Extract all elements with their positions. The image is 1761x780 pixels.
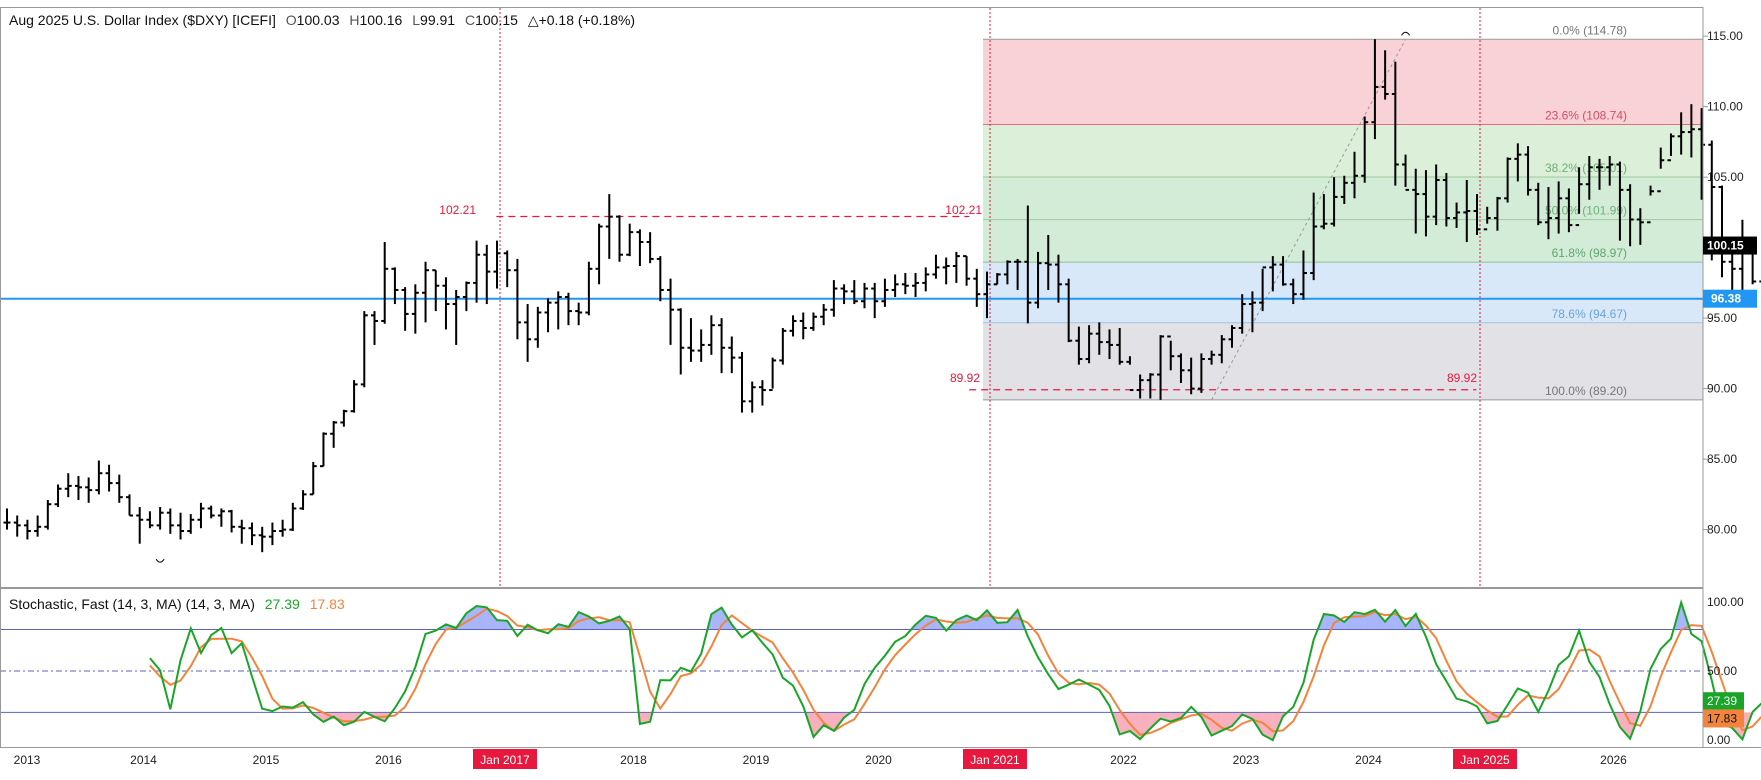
high-value: 100.16 [360,12,403,28]
x-tick-label: 2015 [253,753,280,767]
stochastic-legend: Stochastic, Fast (14, 3, MA) (14, 3, MA)… [9,596,345,612]
stochastic-d-value: 17.83 [310,596,345,612]
open-label: O [286,12,297,28]
x-tick-label: 2019 [743,753,770,767]
x-tick-label: 2024 [1355,753,1382,767]
annotation-label: 102.21 [945,203,982,217]
stochastic-tick-label: 100.00 [1707,595,1744,609]
price-tick-label: 105.00 [1707,170,1744,184]
x-tick-label: 2016 [375,753,402,767]
stochastic-name: Stochastic, Fast (14, 3, MA) (14, 3, MA) [9,596,255,612]
price-tick-label: 110.00 [1707,100,1743,114]
d-last-label: 17.83 [1707,711,1737,725]
annotation-label: 89.92 [1447,371,1477,385]
x-tick-label: Jan 2021 [970,753,1020,767]
close-value: 100.15 [475,12,518,28]
x-tick-label: 2020 [865,753,892,767]
fib-level-label: 50.0% (101.99) [1545,204,1627,218]
x-tick-label: 2018 [620,753,647,767]
fib-level-label: 0.0% (114.78) [1553,23,1628,37]
high-label: H [349,12,359,28]
price-legend: Aug 2025 U.S. Dollar Index ($DXY) [ICEFI… [9,12,635,28]
stochastic-tick-label: 50.00 [1707,664,1737,678]
fib-level-label: 61.8% (98.97) [1552,246,1627,260]
price-tick-label: 90.00 [1707,382,1737,396]
open-value: 100.03 [297,12,340,28]
last-price-label: 100.15 [1707,239,1744,253]
chart-title: Aug 2025 U.S. Dollar Index ($DXY) [ICEFI… [9,12,276,28]
annotation-label: 102.21 [439,203,476,217]
fibonacci-zones: 0.0% (114.78) 23.6% (108.74) 38.2% (105.01… [983,23,1703,400]
svg-text:Stochastic, Fast (14, 3, MA): Stochastic, Fast (14, 3, MA) (14, 3, MA)… [9,596,345,612]
low-value: 99.91 [420,12,455,28]
x-tick-label: 2026 [1600,753,1627,767]
k-last-label: 27.39 [1707,694,1737,708]
x-tick-label: 2014 [130,753,157,767]
price-tick-label: 80.00 [1707,523,1737,537]
fib-level-label: 100.0% (89.20) [1545,384,1627,398]
x-tick-label: 2013 [14,753,41,767]
x-tick-label: Jan 2025 [1460,753,1510,767]
x-tick-label: 2023 [1233,753,1260,767]
stochastic-tick-label: 0.00 [1707,733,1731,747]
support-label: 96.38 [1711,292,1741,306]
fib-level-label: 38.2% (105.01) [1545,161,1627,175]
low-label: L [412,12,420,28]
fib-level-label: 23.6% (108.74) [1545,108,1627,122]
price-tick-label: 85.00 [1707,452,1737,466]
change-value: △+0.18 (+0.18%) [528,12,635,28]
fib-level-label: 78.6% (94.67) [1552,307,1627,321]
annotation-label: 89.92 [950,371,980,385]
stochastic-k-value: 27.39 [265,596,300,612]
close-label: C [465,12,475,28]
x-tick-label: Jan 2017 [480,753,530,767]
x-tick-label: 2022 [1110,753,1137,767]
price-tick-label: 115.00 [1707,29,1743,43]
price-tick-label: 95.00 [1707,311,1737,325]
svg-text:Aug 2025 U.S. Dollar Index ($: Aug 2025 U.S. Dollar Index ($DXY) [ICEFI… [9,12,635,28]
